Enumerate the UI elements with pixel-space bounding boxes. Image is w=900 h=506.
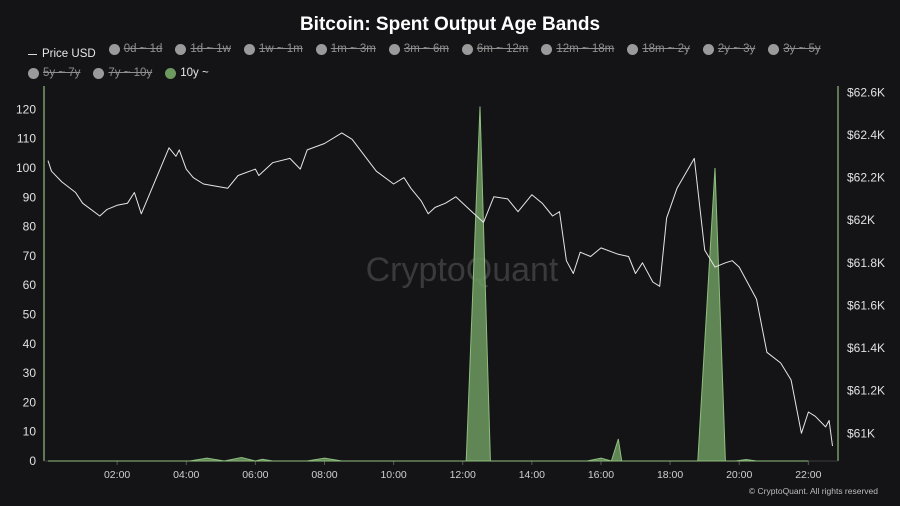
legend-dot-swatch <box>28 68 39 79</box>
legend-dot-swatch <box>768 44 780 55</box>
legend-dot-swatch <box>627 44 639 55</box>
x-tick-label: 02:00 <box>104 469 130 481</box>
series-area-10y <box>48 106 809 462</box>
y-left-tick-label: 10 <box>23 425 37 439</box>
legend-label: 3m ~ 6m <box>403 43 449 55</box>
legend-dot-swatch <box>541 44 553 55</box>
legend-item-2y-3y[interactable]: 2y ~ 3y <box>702 40 756 59</box>
legend-dot-swatch <box>108 44 120 55</box>
y-left-tick-label: 100 <box>16 161 36 175</box>
legend-label: 1w ~ 1m <box>259 43 303 55</box>
x-tick-label: 10:00 <box>380 469 406 481</box>
legend-item-10y[interactable]: 10y ~ <box>165 64 209 83</box>
legend-label: 1d ~ 1w <box>190 43 231 55</box>
legend-item-6m-12m[interactable]: 6m ~ 12m <box>461 40 529 59</box>
y-right-tick-label: $61K <box>847 426 875 440</box>
legend-label: 2y ~ 3y <box>717 43 756 55</box>
legend-label: 7y ~ 10y <box>108 67 153 79</box>
legend-item-18m-2y[interactable]: 18m ~ 2y <box>627 40 690 59</box>
legend-item-price-usd[interactable]: Price USD <box>28 45 96 64</box>
legend-label: 5y ~ 7y <box>43 67 81 79</box>
y-left-tick-label: 70 <box>23 249 37 263</box>
legend-label: 3y ~ 5y <box>783 43 821 55</box>
legend-item-3y-5y[interactable]: 3y ~ 5y <box>768 40 821 59</box>
legend-item-1d-1w[interactable]: 1d ~ 1w <box>175 40 231 59</box>
y-right-tick-label: $61.6K <box>847 298 885 312</box>
legend-dot-swatch <box>93 68 105 79</box>
legend-line-swatch <box>28 54 37 55</box>
legend-dot-swatch <box>702 44 714 55</box>
y-left-tick-label: 40 <box>23 337 37 351</box>
y-left-tick-label: 50 <box>23 308 37 322</box>
y-left-tick-label: 120 <box>16 102 36 116</box>
x-tick-label: 04:00 <box>173 469 199 481</box>
legend-dot-swatch <box>175 44 187 55</box>
x-tick-label: 18:00 <box>657 469 683 481</box>
series-line-price-usd <box>47 132 833 447</box>
y-right-tick-label: $61.8K <box>847 256 885 270</box>
y-left-tick-label: 60 <box>23 278 37 292</box>
x-tick-label: 08:00 <box>311 469 337 481</box>
y-right-tick-label: $61.4K <box>847 341 885 355</box>
y-left-tick-label: 30 <box>23 366 37 380</box>
legend-item-1m-3m[interactable]: 1m ~ 3m <box>315 40 376 59</box>
legend-label: 0d ~ 1d <box>123 43 163 55</box>
legend-item-5y-7y[interactable]: 5y ~ 7y <box>28 64 80 83</box>
legend-dot-swatch <box>461 44 473 55</box>
y-left-tick-label: 0 <box>29 454 36 468</box>
y-right-tick-label: $62.6K <box>847 85 885 99</box>
legend-item-3m-6m[interactable]: 3m ~ 6m <box>388 40 449 59</box>
legend-dot-swatch <box>315 44 327 55</box>
legend-dot-swatch <box>388 44 400 55</box>
legend-dot-swatch <box>244 44 255 55</box>
legend-dot-swatch <box>165 68 177 79</box>
y-right-tick-label: $62.2K <box>847 171 885 185</box>
copyright-notice: © CryptoQuant. All rights reserved <box>748 486 878 496</box>
chart-legend: Price USD 0d ~ 1d 1d ~ 1w 1w ~ 1m 1m ~ 3m 3m … <box>28 40 888 86</box>
x-tick-label: 06:00 <box>242 469 268 481</box>
legend-label: 1m ~ 3m <box>330 43 376 55</box>
x-tick-label: 22:00 <box>795 469 821 481</box>
x-tick-label: 20:00 <box>726 469 752 481</box>
y-right-tick-label: $62K <box>847 213 875 227</box>
x-tick-label: 16:00 <box>588 469 614 481</box>
x-tick-label: 12:00 <box>450 469 476 481</box>
legend-label: 10y ~ <box>180 67 209 79</box>
y-left-tick-label: 20 <box>23 395 37 409</box>
chart-title: Bitcoin: Spent Output Age Bands <box>299 14 601 35</box>
y-right-tick-label: $61.2K <box>847 384 885 398</box>
y-left-tick-label: 80 <box>23 220 37 234</box>
y-left-tick-label: 110 <box>17 132 36 146</box>
legend-label: Price USD <box>42 48 96 60</box>
x-tick-label: 14:00 <box>519 469 545 481</box>
watermark: CryptoQuant <box>366 251 559 289</box>
legend-item-1w-1m[interactable]: 1w ~ 1m <box>244 40 303 59</box>
legend-item-12m-18m[interactable]: 12m ~ 18m <box>541 40 614 59</box>
legend-label: 18m ~ 2y <box>642 43 690 55</box>
legend-label: 6m ~ 12m <box>476 43 529 55</box>
legend-item-7y-10y[interactable]: 7y ~ 10y <box>93 64 152 83</box>
y-right-tick-label: $62.4K <box>847 128 885 142</box>
legend-item-0d-1d[interactable]: 0d ~ 1d <box>108 40 163 59</box>
legend-label: 12m ~ 18m <box>556 43 615 55</box>
y-left-tick-label: 90 <box>23 190 37 204</box>
